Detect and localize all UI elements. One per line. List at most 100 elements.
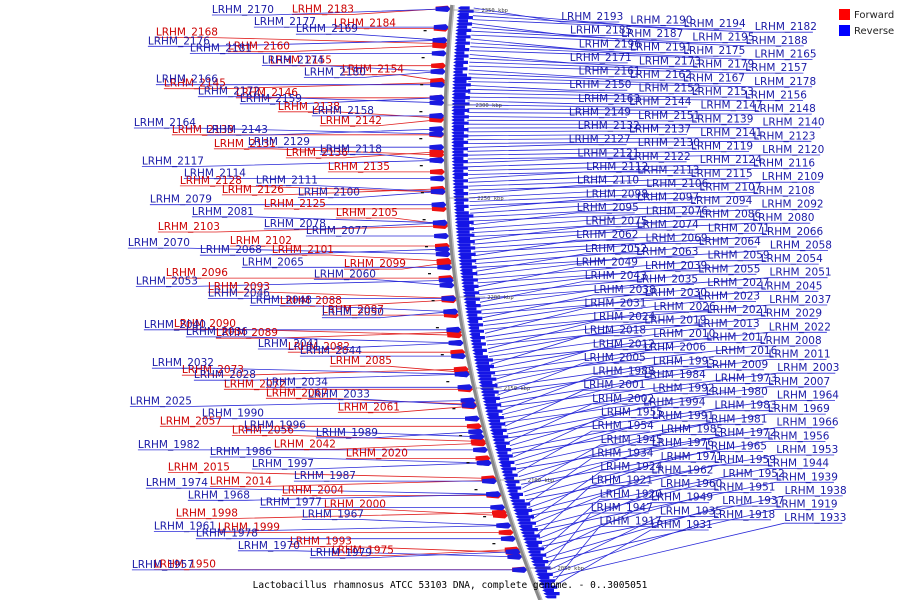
gene-label-lrhm-2169: LRHM_2169 <box>296 23 358 35</box>
connector-lrhm-2023 <box>483 301 756 326</box>
connector-lrhm-1933 <box>552 522 843 578</box>
gene-label-lrhm-2077: LRHM_2077 <box>306 225 368 237</box>
feature-lrhm-2040 <box>446 326 462 333</box>
gene-label-lrhm-2038: LRHM_2038 <box>594 284 656 296</box>
gene-label-lrhm-2156: LRHM_2156 <box>745 89 807 101</box>
feature-lrhm-2143 <box>429 126 445 133</box>
gene-label-lrhm-2057: LRHM_2057 <box>160 415 222 427</box>
connector-lrhm-2069 <box>474 243 704 261</box>
gene-label-lrhm-2194: LRHM_2194 <box>684 18 746 30</box>
gene-label-lrhm-1972: LRHM_1972 <box>714 427 776 439</box>
connector-lrhm-2122 <box>467 161 687 168</box>
connector-lrhm-2068 <box>199 248 444 256</box>
connector-lrhm-2021 <box>486 314 765 342</box>
reverse-feature-block <box>493 441 510 445</box>
connector-lrhm-2126 <box>221 188 439 196</box>
feature-lrhm-2136 <box>429 148 445 155</box>
connector-lrhm-2017 <box>492 342 765 373</box>
reverse-feature-block <box>451 121 469 125</box>
feature-mark <box>452 408 456 410</box>
reverse-feature-block <box>453 201 464 205</box>
reverse-feature-block <box>451 156 464 160</box>
gene-label-lrhm-2031: LRHM_2031 <box>584 297 646 309</box>
reverse-feature-block <box>490 432 503 436</box>
gene-label-lrhm-2106: LRHM_2106 <box>646 178 708 190</box>
gene-label-lrhm-1959: LRHM_1959 <box>714 454 776 466</box>
feature-lrhm-2159 <box>429 94 445 101</box>
connector-lrhm-1971 <box>528 461 719 508</box>
connector-lrhm-2108 <box>469 195 811 206</box>
connector-lrhm-2039 <box>478 270 704 292</box>
gene-label-lrhm-2163: LRHM_2163 <box>578 93 640 105</box>
reverse-feature-block <box>454 217 470 221</box>
gene-label-lrhm-2177: LRHM_2177 <box>254 16 316 28</box>
gene-label-lrhm-1947: LRHM_1947 <box>591 502 653 514</box>
feature-lrhm-2135 <box>430 168 445 175</box>
gene-label-lrhm-2110: LRHM_2110 <box>577 175 639 187</box>
reverse-feature-block <box>452 179 468 183</box>
feature-lrhm-2034 <box>457 384 473 391</box>
connector-lrhm-2175 <box>470 46 742 57</box>
gene-label-lrhm-2086: LRHM_2086 <box>699 209 761 221</box>
gene-label-lrhm-2090: LRHM_2090 <box>174 318 236 330</box>
feature-mark <box>492 543 496 545</box>
gene-label-lrhm-2069: LRHM_2069 <box>646 233 708 245</box>
gene-label-lrhm-2029: LRHM_2029 <box>760 308 822 320</box>
gene-label-lrhm-1920: LRHM_1920 <box>600 488 662 500</box>
connector-lrhm-1961 <box>153 525 505 532</box>
gene-label-lrhm-2099: LRHM_2099 <box>344 258 406 270</box>
gene-label-lrhm-2070: LRHM_2070 <box>128 237 190 249</box>
gene-label-lrhm-2006: LRHM_2006 <box>644 342 706 354</box>
feature-lrhm-2158 <box>429 112 445 119</box>
connector-lrhm-1986 <box>209 456 485 464</box>
gene-label-lrhm-1977: LRHM_1977 <box>260 496 322 508</box>
feature-lrhm-1982 <box>473 446 489 453</box>
gene-label-lrhm-1967: LRHM_1967 <box>302 509 364 521</box>
reverse-feature-block <box>511 502 531 506</box>
reverse-feature-block <box>451 128 469 132</box>
reverse-feature-block <box>487 419 501 423</box>
gene-label-lrhm-2126: LRHM_2126 <box>222 184 284 196</box>
gene-label-lrhm-1938: LRHM_1938 <box>785 485 847 497</box>
reverse-feature-block <box>472 348 487 352</box>
connector-lrhm-2143 <box>205 128 438 136</box>
connector-lrhm-2041 <box>257 342 457 350</box>
gene-label-lrhm-2020: LRHM_2020 <box>346 447 408 459</box>
gene-label-lrhm-2049: LRHM_2049 <box>576 257 638 269</box>
reverse-feature-block <box>483 403 502 407</box>
reverse-feature-block <box>534 569 548 573</box>
gene-label-lrhm-2160: LRHM_2160 <box>228 41 290 53</box>
gene-label-lrhm-2195: LRHM_2195 <box>692 32 754 44</box>
reverse-feature-block <box>452 70 463 74</box>
reverse-feature-block <box>468 329 484 333</box>
connector-lrhm-2169 <box>295 33 441 41</box>
connector-lrhm-1991 <box>514 420 711 462</box>
feature-mark <box>474 489 478 491</box>
gene-label-lrhm-2129: LRHM_2129 <box>248 136 310 148</box>
connector-lrhm-2022 <box>489 331 827 361</box>
connector-lrhm-2024 <box>487 321 652 350</box>
gene-label-lrhm-2179: LRHM_2179 <box>692 59 754 71</box>
connector-lrhm-2170 <box>211 8 444 16</box>
reverse-feature-block <box>482 400 497 404</box>
gene-label-lrhm-1968: LRHM_1968 <box>188 489 250 501</box>
connector-lrhm-2101 <box>271 254 445 262</box>
gene-label-lrhm-2173: LRHM_2173 <box>639 55 701 67</box>
reverse-feature-block <box>519 528 538 532</box>
reverse-feature-block <box>495 448 512 452</box>
gene-label-lrhm-2092: LRHM_2092 <box>762 199 824 211</box>
connector-lrhm-2009 <box>499 369 765 404</box>
reverse-feature-block <box>451 144 464 148</box>
connector-lrhm-2131 <box>213 148 438 156</box>
connector-lrhm-2183 <box>291 8 444 16</box>
feature-lrhm-2117 <box>429 157 445 164</box>
gene-label-lrhm-2002: LRHM_2002 <box>592 393 654 405</box>
connector-lrhm-2093 <box>207 291 450 299</box>
gene-label-lrhm-1986: LRHM_1986 <box>210 446 272 458</box>
feature-lrhm-2155 <box>431 62 447 69</box>
connector-lrhm-2042 <box>273 443 480 450</box>
feature-lrhm-2073 <box>453 366 469 373</box>
reverse-feature-block <box>453 60 468 64</box>
gene-label-lrhm-2100: LRHM_2100 <box>298 187 360 199</box>
connector-lrhm-2045 <box>481 290 819 315</box>
